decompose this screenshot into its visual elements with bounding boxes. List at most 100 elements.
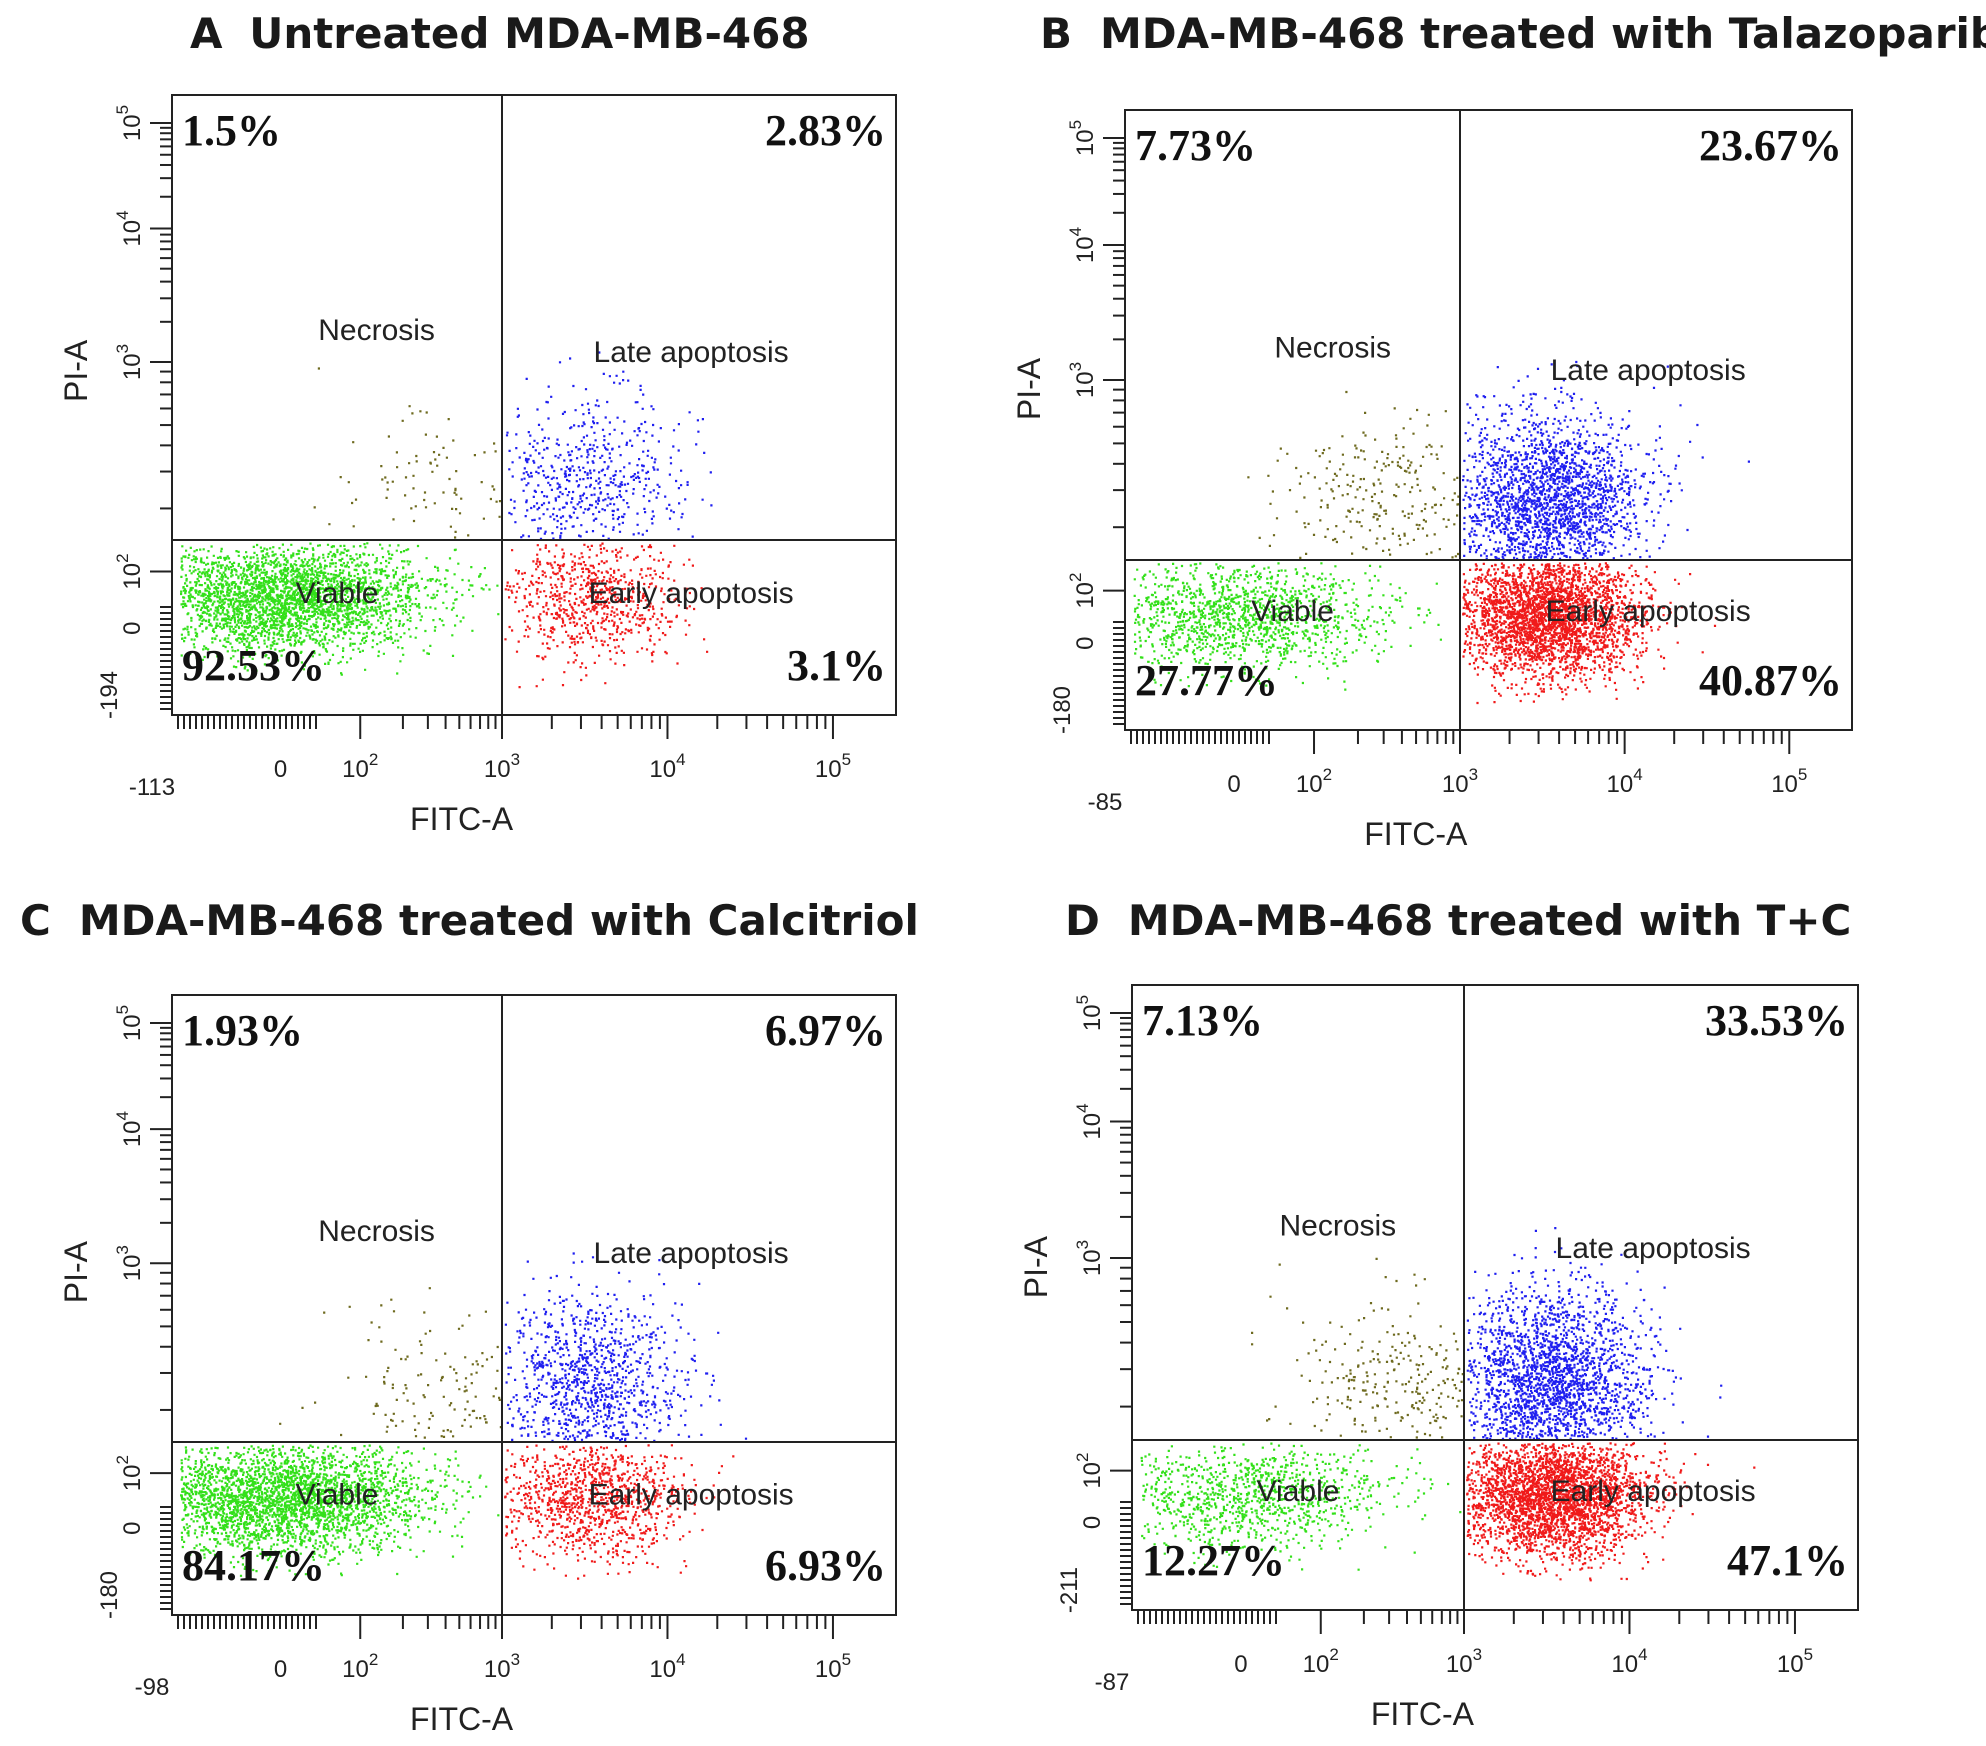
y-tick-label: 0 — [119, 622, 146, 635]
viable-percentage: 12.27% — [1142, 1536, 1285, 1585]
x-tick-label: 104 — [649, 750, 685, 783]
x-tick-label: 0 — [274, 756, 287, 783]
event-dots — [1133, 360, 1750, 705]
y-tick-label: 0 — [119, 1522, 146, 1535]
x-axis-ticks: 0 102 103 104 105 — [177, 1615, 851, 1683]
x-tick-label: 103 — [484, 1650, 520, 1683]
panel-letter: A — [190, 9, 223, 58]
necrosis-label: Necrosis — [318, 314, 435, 347]
necrosis-label: Necrosis — [1274, 332, 1391, 365]
plot-frame — [171, 994, 897, 1616]
late-apoptosis-percentage: 23.67% — [1699, 121, 1842, 170]
early-events — [504, 542, 720, 689]
x-tick-label: 0 — [1227, 771, 1240, 798]
x-tick-label: 103 — [1442, 765, 1478, 798]
early-apoptosis-label: Early apoptosis — [589, 577, 794, 610]
x-tick-label: 102 — [1303, 1645, 1339, 1678]
x-min-label: -113 — [129, 774, 175, 801]
panel-letter: B — [1040, 9, 1072, 58]
necrosis-percentage: 1.93% — [182, 1006, 303, 1055]
panel-d: D MDA-MB-468 treated with T+C 7.13% 33.53% 1… — [1018, 896, 1859, 1732]
y-axis-title: PI-A — [58, 1240, 94, 1303]
viable-label: Viable — [1251, 595, 1334, 628]
x-min-label: -98 — [135, 1674, 170, 1701]
early-events — [1462, 562, 1717, 705]
x-min-label: -87 — [1095, 1669, 1130, 1696]
y-axis-ticks: 0 102 103 104 105 — [1066, 120, 1125, 725]
x-tick-label: 104 — [1611, 1645, 1647, 1678]
late-apoptosis-label: Late apoptosis — [594, 1237, 789, 1270]
viable-percentage: 84.17% — [182, 1541, 325, 1590]
x-axis-ticks: 0 102 103 104 105 — [1130, 730, 1807, 798]
y-axis-title: PI-A — [1018, 1235, 1054, 1298]
x-axis-title: FITC-A — [410, 1701, 514, 1737]
viable-percentage: 92.53% — [182, 641, 325, 690]
y-min-label: -180 — [1049, 686, 1076, 734]
y-tick-label: 105 — [1066, 120, 1099, 156]
panel-title: A Untreated MDA-MB-468 — [190, 9, 810, 58]
panel-letter: D — [1065, 896, 1100, 945]
early-apoptosis-label: Early apoptosis — [1551, 1475, 1756, 1508]
necrosis-percentage: 1.5% — [182, 106, 281, 155]
panel-a: A Untreated MDA-MB-468 1.5% 2.83% 92.53% 3.1%… — [58, 9, 897, 837]
panel-b: B MDA-MB-468 treated with Talazoparib 7.73… — [1011, 9, 1986, 852]
y-tick-label: 102 — [1073, 1453, 1106, 1489]
y-tick-label: 104 — [113, 1111, 146, 1147]
panel-c: C MDA-MB-468 treated with Calcitriol 1.93%… — [20, 896, 919, 1737]
late-apoptosis-percentage: 2.83% — [765, 106, 886, 155]
late-apoptosis-percentage: 6.97% — [765, 1006, 886, 1055]
y-axis-title: PI-A — [58, 339, 94, 402]
early-apoptosis-label: Early apoptosis — [1546, 595, 1751, 628]
x-axis-ticks: 0 102 103 104 105 — [177, 715, 851, 783]
x-tick-label: 105 — [815, 1650, 851, 1683]
viable-label: Viable — [296, 577, 379, 610]
y-tick-label: 102 — [113, 553, 146, 589]
y-tick-label: 103 — [113, 1245, 146, 1281]
y-axis-ticks: 0 102 103 104 105 — [113, 1005, 172, 1610]
late-apoptosis-label: Late apoptosis — [1556, 1232, 1751, 1265]
late-events — [504, 1252, 748, 1442]
x-tick-label: 0 — [274, 1656, 287, 1683]
y-tick-label: 105 — [113, 1005, 146, 1041]
y-tick-label: 103 — [1073, 1240, 1106, 1276]
necrosis-events — [1247, 390, 1460, 559]
early-apoptosis-percentage: 47.1% — [1727, 1536, 1848, 1585]
y-axis-ticks: 0 102 103 104 105 — [1073, 995, 1132, 1605]
late-events — [1462, 360, 1750, 561]
event-dots — [180, 1252, 748, 1580]
early-apoptosis-percentage: 3.1% — [787, 641, 886, 690]
viable-percentage: 27.77% — [1135, 656, 1278, 705]
x-axis-title: FITC-A — [1371, 1696, 1475, 1732]
x-tick-label: 0 — [1234, 1651, 1247, 1678]
x-min-label: -85 — [1088, 789, 1123, 816]
panel-title-text: MDA-MB-468 treated with Calcitriol — [79, 896, 919, 945]
late-apoptosis-percentage: 33.53% — [1705, 996, 1848, 1045]
panel-title: B MDA-MB-468 treated with Talazoparib — [1040, 9, 1986, 58]
late-events — [1466, 1227, 1723, 1441]
event-dots — [1140, 1227, 1756, 1582]
x-tick-label: 105 — [1771, 765, 1807, 798]
late-apoptosis-label: Late apoptosis — [594, 336, 789, 369]
y-min-label: -211 — [1056, 1567, 1083, 1613]
x-tick-label: 105 — [815, 750, 851, 783]
y-tick-label: 103 — [1066, 362, 1099, 398]
panel-title-text: MDA-MB-468 treated with Talazoparib — [1100, 9, 1986, 58]
x-axis-ticks: 0 102 103 104 105 — [1137, 1610, 1813, 1678]
y-tick-label: 104 — [1066, 227, 1099, 263]
y-tick-label: 104 — [113, 210, 146, 246]
panel-title: D MDA-MB-468 treated with T+C — [1065, 896, 1851, 945]
x-tick-label: 102 — [342, 750, 378, 783]
y-tick-label: 103 — [113, 344, 146, 380]
early-apoptosis-percentage: 40.87% — [1699, 656, 1842, 705]
viable-label: Viable — [296, 1478, 379, 1511]
y-axis-ticks: 0 102 103 104 105 — [113, 105, 172, 710]
x-tick-label: 102 — [1296, 765, 1332, 798]
x-axis-title: FITC-A — [1364, 816, 1468, 852]
plot-frame — [171, 94, 897, 716]
viable-events — [180, 542, 500, 676]
late-apoptosis-label: Late apoptosis — [1551, 354, 1746, 387]
early-apoptosis-label: Early apoptosis — [589, 1478, 794, 1511]
panel-letter: C — [20, 896, 51, 945]
x-tick-label: 103 — [484, 750, 520, 783]
